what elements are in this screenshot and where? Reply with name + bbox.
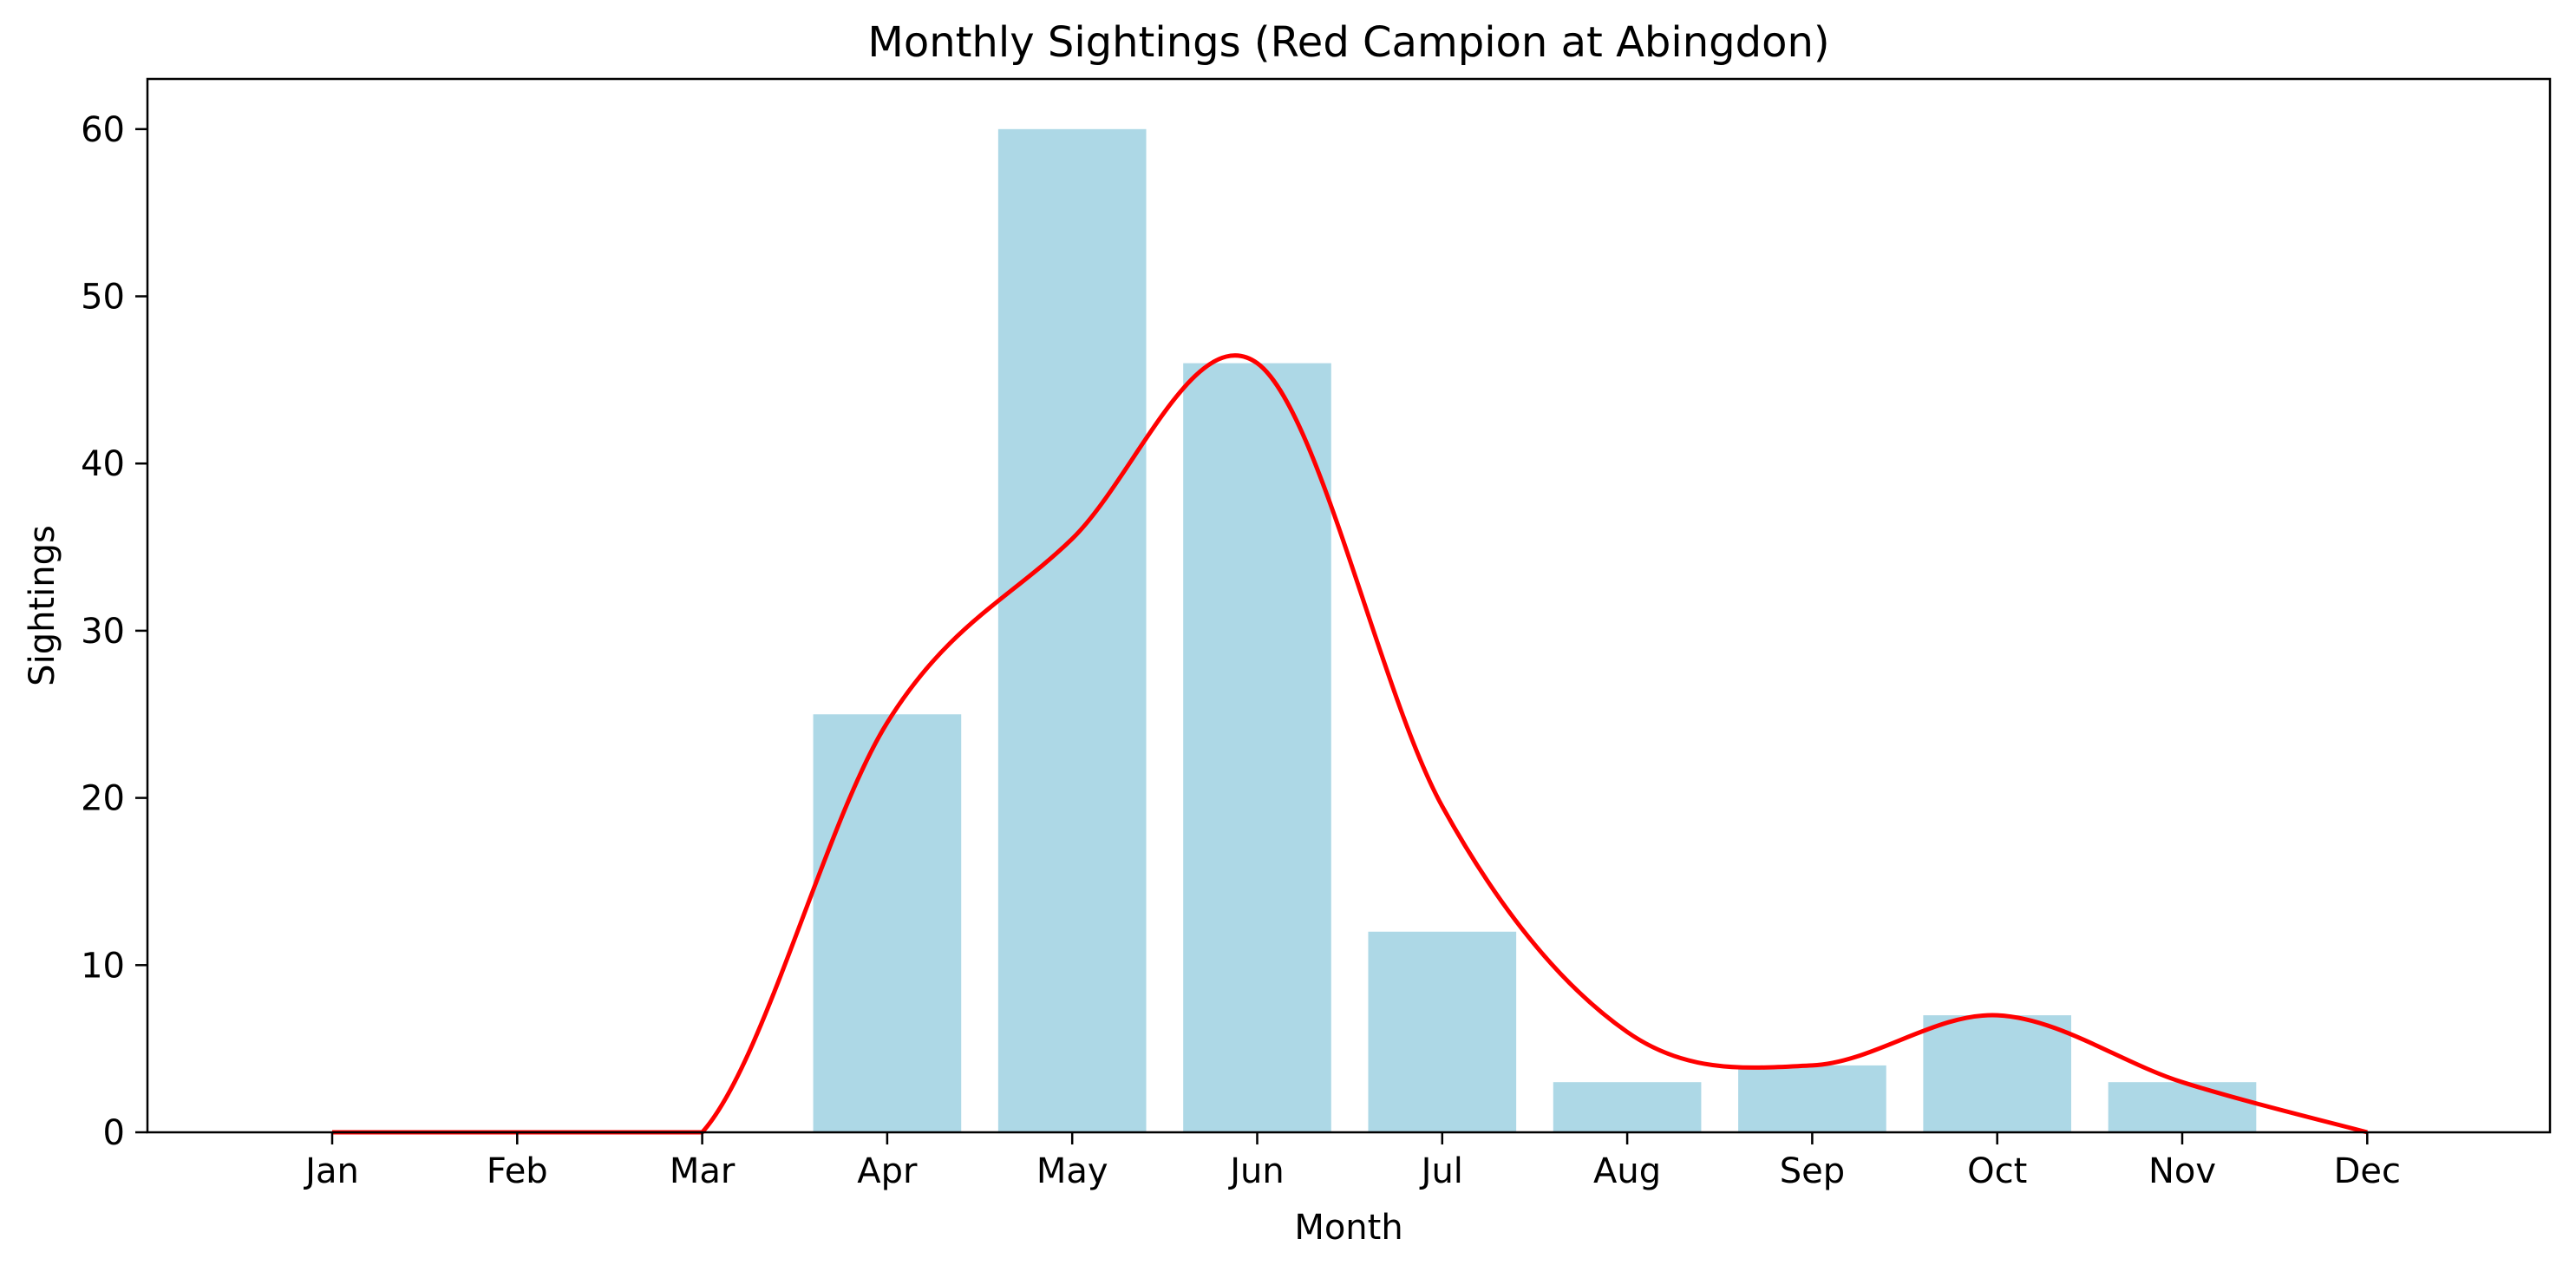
x-axis: Jan Feb Mar Apr May Jun Jul Aug Sep Oct Nov Dec <box>303 1132 2401 1191</box>
x-tick-label: Nov <box>2148 1151 2216 1191</box>
x-tick-label: Dec <box>2334 1151 2401 1191</box>
chart-title: Monthly Sightings (Red Campion at Abingd… <box>867 18 1829 67</box>
x-tick-label: Aug <box>1593 1151 1661 1191</box>
y-tick-label: 50 <box>81 278 125 318</box>
y-axis-label: Sightings <box>23 525 62 686</box>
y-tick-label: 40 <box>81 444 125 484</box>
bar-nov <box>2108 1082 2257 1132</box>
x-tick-label: Feb <box>487 1151 548 1191</box>
y-tick-label: 0 <box>103 1113 125 1153</box>
bar-apr <box>813 714 962 1132</box>
axes-frame <box>146 77 2552 1134</box>
bar-sep <box>1738 1065 1886 1132</box>
x-tick-label: Sep <box>1780 1151 1845 1191</box>
x-tick-label: Apr <box>857 1151 918 1191</box>
bars <box>813 128 2257 1133</box>
x-tick-label: Jul <box>1419 1151 1463 1191</box>
x-axis-label: Month <box>1294 1208 1402 1248</box>
bar-jul <box>1368 931 1517 1132</box>
trend-line <box>332 353 2368 1135</box>
bar-jun <box>1183 363 1331 1133</box>
x-tick-label: Mar <box>670 1151 736 1191</box>
x-tick-label: Jan <box>303 1151 359 1191</box>
x-tick-label: May <box>1036 1151 1108 1191</box>
bar-aug <box>1553 1082 1702 1132</box>
bar-oct <box>1923 1015 2072 1132</box>
bar-may <box>997 128 1147 1132</box>
x-tick-label: Jun <box>1227 1151 1285 1191</box>
y-tick-label: 20 <box>81 779 125 819</box>
y-tick-label: 60 <box>81 110 125 150</box>
y-tick-label: 10 <box>81 946 125 986</box>
y-tick-label: 30 <box>81 612 125 652</box>
x-tick-label: Oct <box>1967 1151 2027 1191</box>
y-axis: 0 10 20 30 40 50 60 <box>81 110 147 1153</box>
